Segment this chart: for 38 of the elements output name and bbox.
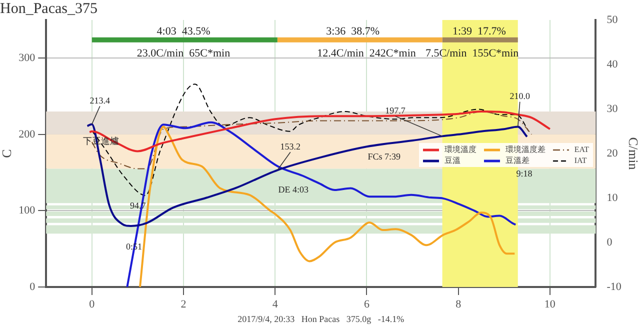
annotation: 23.0C/min 65C*min (136, 48, 231, 60)
y2-tick-label: 40 (606, 58, 618, 70)
y2-tick-label: 0 (606, 236, 613, 248)
chart-title: Hon_Pacas_375 (0, 0, 98, 17)
annotation: DE 4:03 (278, 184, 310, 194)
annotation: 9:18 (516, 168, 533, 179)
y-tick-label: 300 (18, 52, 36, 64)
annotation: 197.7 (385, 106, 406, 116)
annotation: 4:03 43.5% (156, 25, 210, 38)
y-tick-label: 0 (30, 280, 36, 293)
legend-label: EAT (574, 145, 589, 154)
x-tick-label: 8 (456, 298, 462, 310)
legend-label: 環境溫度 (444, 144, 476, 155)
x-tick-label: 4 (272, 298, 278, 310)
annotation: 213.4 (90, 96, 111, 106)
annotation: 153.2 (280, 141, 301, 152)
x-tick-label: 10 (544, 298, 556, 310)
legend-label: 豆溫 (444, 155, 460, 166)
annotation: 12.4C/min 242C*min (317, 48, 416, 60)
annotation: 1:39 17.7% (452, 25, 506, 38)
y2-tick-label: 10 (606, 192, 618, 204)
annotation: FCs 7:39 (368, 152, 402, 162)
y2-tick-label: 50 (606, 14, 618, 26)
y-axis-title: C (0, 149, 14, 158)
y-tick-label: 200 (18, 128, 36, 140)
y2-tick-label: -10 (606, 280, 622, 293)
y-tick-label: 100 (18, 204, 36, 217)
legend-label: 豆溫差 (505, 155, 530, 166)
x-axis-title: 2017/9/4, 20:33 Hon Pacas 375.0g -14.1% (238, 314, 405, 324)
x-tick-label: 0 (89, 298, 96, 310)
y2-axis-title: C/min (626, 137, 640, 170)
legend-label: IAT (574, 156, 587, 165)
y2-tick-label: 30 (606, 102, 618, 115)
x-tick-label: 2 (180, 298, 186, 310)
x-tick-label: 6 (364, 298, 370, 310)
annotation: 3:36 38.7% (326, 25, 380, 38)
legend-label: 環境溫度差 (505, 144, 546, 155)
y2-tick-label: 20 (606, 147, 618, 160)
